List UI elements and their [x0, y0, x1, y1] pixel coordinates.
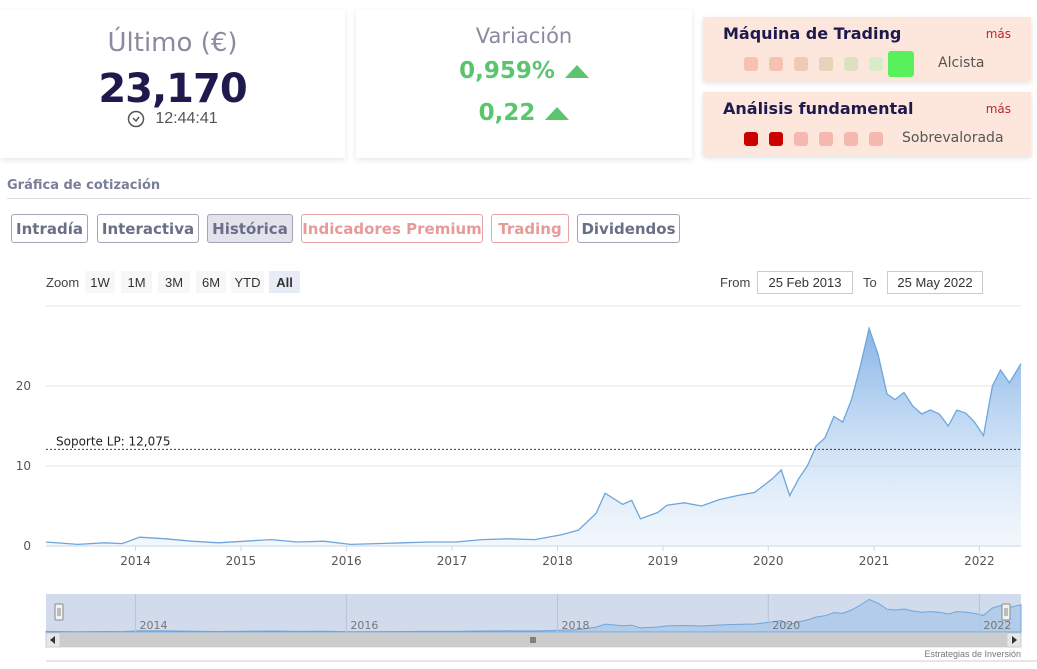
- x-tick-label: 2015: [226, 554, 257, 568]
- arrow-up-icon: [564, 64, 589, 78]
- gauge-dot: [819, 57, 833, 71]
- gauge-dot: [888, 51, 914, 77]
- y-tick-label: 10: [16, 459, 31, 473]
- gauge-dot: [794, 132, 808, 146]
- from-label: From: [720, 275, 751, 290]
- gauge-dot: [744, 132, 758, 146]
- last-price-value: 23,170: [98, 66, 247, 112]
- fundamental-analysis-title: Análisis fundamental: [723, 99, 914, 118]
- trading-machine-more-link[interactable]: más: [985, 27, 1011, 41]
- to-label: To: [863, 275, 877, 290]
- zoom-label: Zoom: [46, 275, 80, 290]
- navigator-tick-label: 2018: [561, 619, 589, 632]
- arrow-left-icon: [50, 636, 55, 644]
- chart-credit: Estrategias de Inversión: [924, 649, 1021, 659]
- variation-percent: 0,959%: [459, 58, 555, 84]
- variation-card: Variación 0,959% 0,22: [356, 10, 692, 158]
- zoom-1m-button[interactable]: 1M: [121, 271, 152, 293]
- gauge-dot: [844, 57, 858, 71]
- tab-intradia[interactable]: Intradía: [11, 214, 88, 243]
- clock-icon: [128, 110, 145, 128]
- variation-absolute: 0,22: [478, 100, 536, 126]
- gauge-dot: [869, 132, 883, 146]
- arrow-right-icon: [1012, 636, 1017, 644]
- tab-interactiva[interactable]: Interactiva: [97, 214, 199, 243]
- navigator-right-handle[interactable]: [1001, 603, 1011, 621]
- navigator-tick-label: 2016: [350, 619, 378, 632]
- trading-machine-status: Alcista: [938, 55, 985, 71]
- support-label: Soporte LP: 12,075: [56, 434, 171, 448]
- horizontal-scrollbar[interactable]: [45, 632, 1022, 648]
- x-tick-label: 2020: [753, 554, 784, 568]
- gauge-dot: [844, 132, 858, 146]
- price-area: [46, 328, 1021, 546]
- range-navigator[interactable]: 2014 2016 2018 2020 2022: [45, 594, 1022, 633]
- fundamental-analysis-more-link[interactable]: más: [985, 102, 1011, 116]
- section-divider: [7, 198, 1031, 199]
- last-price-title: Último (€): [107, 28, 238, 58]
- variation-title: Variación: [475, 24, 573, 48]
- section-title: Gráfica de cotización: [7, 178, 161, 193]
- tab-dividendos[interactable]: Dividendos: [577, 214, 680, 243]
- y-tick-label: 0: [23, 539, 31, 553]
- time-text: 12:44:41: [155, 110, 218, 127]
- gauge-dot: [744, 57, 758, 71]
- from-date-input[interactable]: 25 Feb 2013: [757, 271, 853, 294]
- scrollbar-thumb[interactable]: [60, 633, 1008, 647]
- zoom-ytd-button[interactable]: YTD: [231, 271, 264, 293]
- gauge-dot: [794, 57, 808, 71]
- x-tick-label: 2021: [859, 554, 890, 568]
- last-price-card: Último (€) 23,170 12:44:41: [0, 10, 345, 158]
- zoom-6m-button[interactable]: 6M: [196, 271, 226, 293]
- x-tick-label: 2016: [331, 554, 362, 568]
- zoom-all-button[interactable]: All: [269, 271, 300, 293]
- variation-percent-row: 0,959%: [356, 58, 692, 84]
- gauge-dot: [769, 57, 783, 71]
- fundamental-analysis-panel: Análisis fundamental más Sobrevalorada: [703, 92, 1031, 156]
- zoom-3m-button[interactable]: 3M: [158, 271, 190, 293]
- variation-absolute-row: 0,22: [356, 100, 692, 126]
- fundamental-analysis-status: Sobrevalorada: [902, 130, 1004, 146]
- gauge-dot: [869, 57, 883, 71]
- tab-trading[interactable]: Trading: [491, 214, 569, 243]
- x-tick-label: 2022: [964, 554, 995, 568]
- arrow-up-icon: [545, 106, 570, 120]
- last-price-time: 12:44:41: [0, 110, 345, 128]
- navigator-tick-label: 2022: [983, 619, 1011, 632]
- zoom-1w-button[interactable]: 1W: [85, 271, 115, 293]
- gauge-dot: [819, 132, 833, 146]
- x-tick-label: 2018: [542, 554, 573, 568]
- navigator-left-handle[interactable]: [54, 603, 64, 621]
- tab-indicadores-premium[interactable]: Indicadores Premium: [301, 214, 483, 243]
- x-tick-label: 2019: [648, 554, 679, 568]
- trading-machine-panel: Máquina de Trading más Alcista: [703, 17, 1031, 81]
- trading-machine-title: Máquina de Trading: [723, 24, 902, 43]
- navigator-tick-label: 2020: [772, 619, 800, 632]
- y-tick-label: 20: [16, 379, 31, 393]
- tab-historica[interactable]: Histórica: [207, 214, 293, 243]
- navigator-tick-label: 2014: [140, 619, 168, 632]
- price-line: [45, 326, 1022, 546]
- x-tick-label: 2017: [437, 554, 468, 568]
- gauge-dot: [769, 132, 783, 146]
- to-date-input[interactable]: 25 May 2022: [887, 271, 983, 294]
- x-tick-label: 2014: [120, 554, 151, 568]
- navigator-area: [45, 598, 1022, 633]
